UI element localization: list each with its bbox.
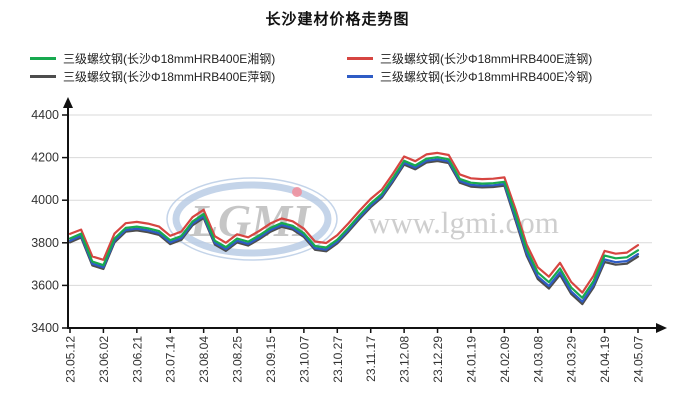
- watermark-logo-ring: [172, 181, 332, 257]
- x-tick-label: 23.08.25: [231, 336, 245, 383]
- x-tick-label: 23.10.07: [297, 336, 311, 383]
- y-tick-label: 3800: [31, 236, 59, 250]
- series-line-lenggang: [68, 158, 640, 303]
- legend-swatch-green: [30, 57, 56, 60]
- x-tick-label: 23.06.21: [130, 336, 144, 383]
- legend-swatch-blue: [347, 75, 373, 78]
- legend-label: 三级螺纹钢(长沙Φ18mmHRB400E涟钢): [380, 52, 593, 66]
- x-tick-label: 23.11.17: [364, 336, 378, 382]
- legend-swatch-red: [347, 57, 373, 60]
- legend-item-xianggang: 三级螺纹钢(长沙Φ18mmHRB400E湘钢): [30, 50, 275, 67]
- y-tick-label: 3600: [31, 278, 59, 292]
- x-tick-label: 23.12.08: [398, 336, 412, 383]
- legend-label: 三级螺纹钢(长沙Φ18mmHRB400E萍钢): [63, 70, 276, 84]
- series-line-liangang: [68, 151, 640, 294]
- x-tick-label: 24.05.07: [632, 336, 646, 383]
- watermark-logo-dot: [292, 187, 302, 197]
- legend-item-liangang: 三级螺纹钢(长沙Φ18mmHRB400E涟钢): [347, 50, 592, 67]
- x-axis-arrow: [656, 323, 667, 333]
- y-tick-label: 4000: [31, 193, 59, 207]
- legend-label: 三级螺纹钢(长沙Φ18mmHRB400E冷钢): [380, 70, 593, 84]
- x-tick-label: 23.07.14: [164, 336, 178, 383]
- series-line-pinggang: [68, 159, 640, 306]
- chart-title: 长沙建材价格走势图: [265, 11, 410, 28]
- x-tick-label: 23.06.02: [97, 336, 111, 383]
- x-tick-label: 24.02.09: [498, 336, 512, 383]
- x-tick-label: 24.01.19: [464, 336, 478, 383]
- y-tick-label: 3400: [31, 321, 59, 335]
- watermark-url-text: www.lgmi.com: [368, 205, 559, 240]
- series-line-xianggang: [68, 156, 640, 299]
- legend-swatch-gray: [30, 75, 56, 78]
- x-tick-label: 23.10.27: [331, 336, 345, 383]
- x-tick-label: 23.08.04: [197, 336, 211, 383]
- x-tick-label: 24.04.19: [598, 336, 612, 383]
- y-tick-label: 4200: [31, 151, 59, 165]
- legend-label: 三级螺纹钢(长沙Φ18mmHRB400E湘钢): [63, 52, 276, 66]
- legend-item-lenggang: 三级螺纹钢(长沙Φ18mmHRB400E冷钢): [347, 68, 592, 85]
- watermark-logo-outer-ring: [166, 177, 338, 261]
- x-tick-label: 23.09.15: [264, 336, 278, 383]
- y-axis-arrow: [63, 97, 73, 108]
- x-tick-label: 24.03.29: [565, 336, 579, 383]
- x-tick-label: 23.05.12: [64, 336, 78, 383]
- x-tick-label: 23.12.29: [431, 336, 445, 383]
- y-tick-label: 4400: [31, 108, 59, 122]
- x-tick-label: 24.03.08: [531, 336, 545, 383]
- legend-item-pinggang: 三级螺纹钢(长沙Φ18mmHRB400E萍钢): [30, 68, 275, 85]
